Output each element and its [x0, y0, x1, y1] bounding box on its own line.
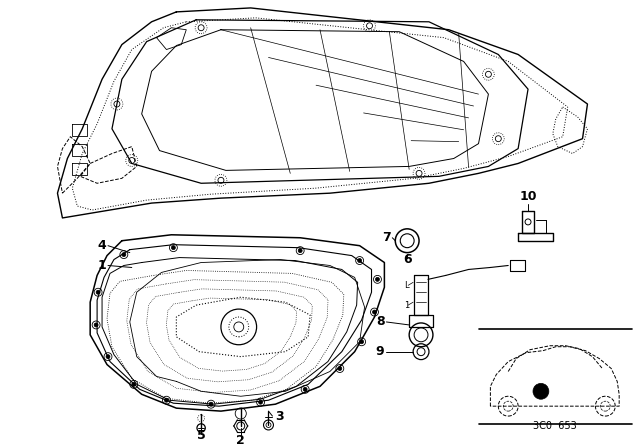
Circle shape [372, 310, 376, 314]
Circle shape [209, 402, 213, 406]
Circle shape [360, 340, 364, 344]
Circle shape [132, 383, 136, 386]
Text: 9: 9 [376, 345, 385, 358]
Text: 8: 8 [376, 315, 385, 328]
Circle shape [259, 400, 262, 404]
Text: L: L [404, 281, 409, 290]
Circle shape [96, 290, 100, 294]
Circle shape [533, 383, 549, 399]
Circle shape [376, 277, 380, 281]
Text: 5: 5 [196, 429, 205, 442]
Text: 2: 2 [236, 435, 245, 448]
Text: 4: 4 [97, 239, 106, 252]
Circle shape [338, 366, 342, 370]
Circle shape [106, 355, 110, 358]
Text: 7: 7 [383, 231, 391, 244]
Text: 1: 1 [404, 301, 409, 310]
Circle shape [358, 258, 362, 263]
Circle shape [172, 246, 175, 250]
Circle shape [164, 398, 168, 402]
Text: 3: 3 [275, 409, 284, 422]
Circle shape [122, 253, 126, 257]
Text: 1: 1 [97, 259, 106, 272]
Circle shape [303, 388, 307, 391]
Circle shape [94, 323, 98, 327]
Text: 3C0  653: 3C0 653 [533, 421, 577, 431]
Text: 10: 10 [519, 190, 537, 202]
Circle shape [298, 249, 302, 253]
Text: 6: 6 [403, 253, 412, 266]
